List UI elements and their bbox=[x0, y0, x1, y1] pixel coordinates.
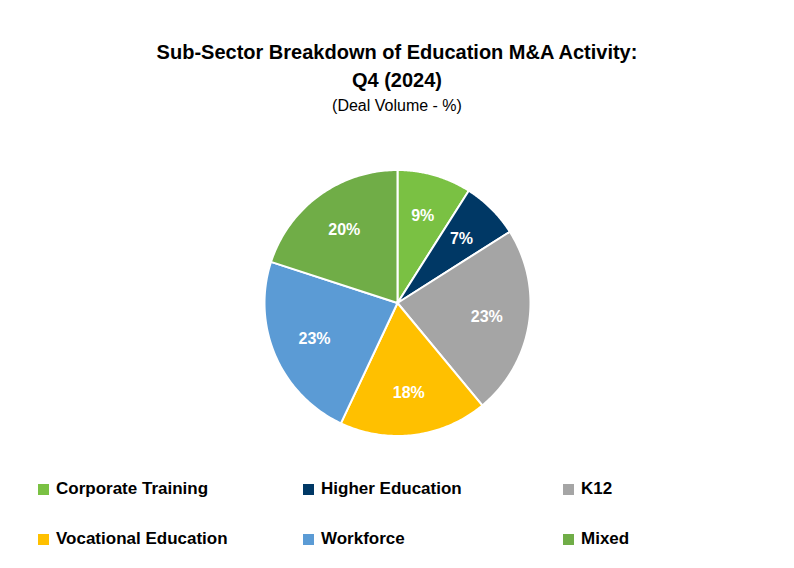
html-text:Mixed: Mixed bbox=[581, 529, 630, 548]
svg-text:7%: 7% bbox=[450, 230, 473, 247]
svg-text:18%: 18% bbox=[393, 384, 425, 401]
svg-text:23%: 23% bbox=[298, 330, 330, 347]
html-text:Vocational Education: Vocational Education bbox=[56, 529, 228, 548]
html-text:K12: K12 bbox=[581, 479, 613, 498]
svg-text:23%: 23% bbox=[471, 308, 503, 325]
html-text:(Deal Volume - %): (Deal Volume - %) bbox=[332, 97, 462, 114]
svg-text:20%: 20% bbox=[328, 221, 360, 238]
html-text:Corporate Training: Corporate Training bbox=[56, 479, 209, 498]
html-text:Workforce: Workforce bbox=[321, 529, 405, 548]
html-text:Higher Education: Higher Education bbox=[321, 479, 462, 498]
svg-text:9%: 9% bbox=[411, 207, 434, 224]
html-text:Sub-Sector Breakdown of Educat: Sub-Sector Breakdown of Education M&A Ac… bbox=[156, 41, 638, 91]
